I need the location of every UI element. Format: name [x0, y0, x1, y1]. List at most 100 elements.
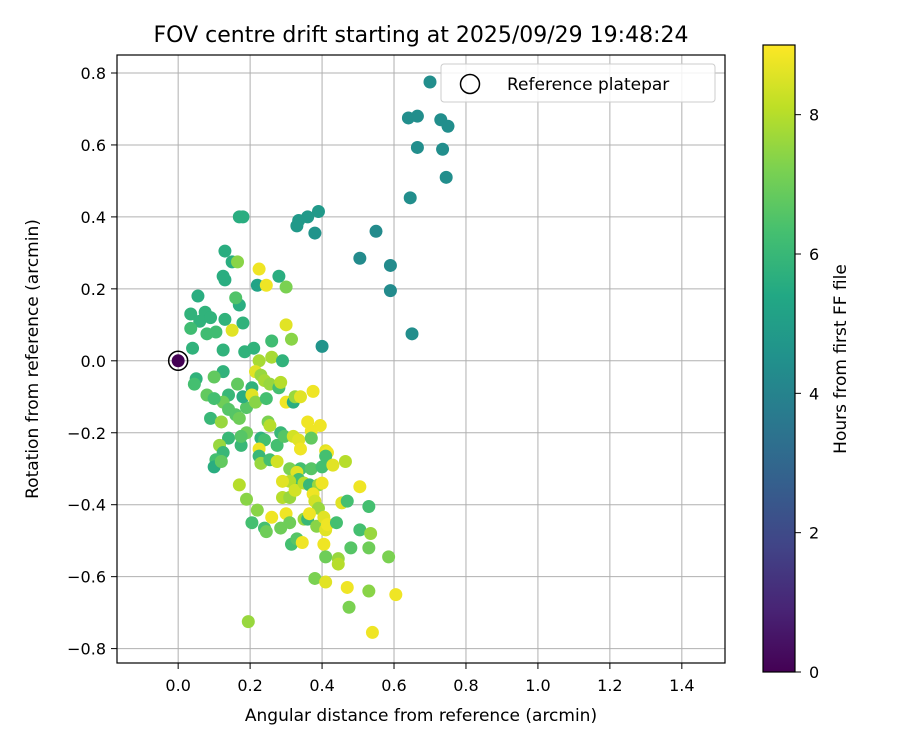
data-point — [275, 354, 289, 368]
y-tick-label: 0.6 — [81, 136, 106, 155]
x-tick-label: 0.8 — [453, 676, 478, 695]
data-point — [362, 500, 376, 514]
data-point — [259, 392, 273, 406]
data-point — [259, 525, 273, 539]
data-point — [315, 460, 329, 474]
data-point — [265, 334, 279, 348]
data-point — [410, 140, 424, 154]
data-point — [279, 318, 293, 332]
data-point — [319, 550, 333, 564]
colorbar-tick-label: 4 — [809, 384, 819, 403]
y-tick-label: 0.8 — [81, 64, 106, 83]
data-point — [284, 332, 298, 346]
colorbar-ticks: 0 2 4 6 8 — [795, 106, 819, 682]
y-tick-label: −0.2 — [67, 424, 106, 443]
data-point — [315, 339, 329, 353]
data-point — [319, 575, 333, 589]
x-axis-label: Angular distance from reference (arcmin) — [245, 706, 597, 726]
x-ticks: 0.0 0.2 0.4 0.6 0.8 1.0 1.2 1.4 — [165, 663, 695, 695]
colorbar-tick-label: 6 — [809, 245, 819, 264]
data-point — [338, 455, 352, 469]
data-point — [247, 341, 261, 355]
data-point — [187, 377, 201, 391]
colorbar-tick-label: 8 — [809, 106, 819, 125]
data-point — [214, 415, 228, 429]
data-point — [250, 278, 264, 292]
data-point — [245, 516, 259, 530]
data-point — [270, 455, 284, 469]
data-point — [340, 494, 354, 508]
data-point — [290, 219, 304, 233]
data-point — [222, 431, 236, 445]
data-point — [283, 516, 297, 530]
x-tick-label: 0.0 — [165, 676, 190, 695]
data-point — [207, 392, 221, 406]
data-point — [340, 580, 354, 594]
data-point — [308, 226, 322, 240]
data-point — [259, 278, 273, 292]
data-point — [207, 370, 221, 384]
data-point — [436, 142, 450, 156]
data-point — [214, 455, 228, 469]
data-point — [236, 210, 250, 224]
colorbar-label: Hours from first FF file — [831, 264, 851, 454]
colorbar-tick-label: 0 — [809, 663, 819, 682]
reference-point-fill — [171, 354, 185, 368]
data-point — [193, 314, 207, 328]
y-tick-label: −0.4 — [67, 496, 106, 515]
data-point — [241, 615, 255, 629]
y-tick-label: 0.0 — [81, 352, 106, 371]
data-point — [250, 503, 264, 517]
data-point — [295, 535, 309, 549]
x-tick-label: 1.0 — [525, 676, 550, 695]
data-point — [265, 510, 279, 524]
legend-label-reference: Reference platepar — [507, 75, 669, 95]
data-point — [232, 478, 246, 492]
y-tick-label: −0.8 — [67, 640, 106, 659]
data-points — [184, 75, 455, 639]
data-point — [293, 390, 307, 404]
data-point — [311, 204, 325, 218]
data-point — [277, 429, 291, 443]
data-point — [353, 251, 367, 265]
data-point — [216, 343, 230, 357]
data-point — [362, 541, 376, 555]
data-point — [270, 438, 284, 452]
data-point — [184, 321, 198, 335]
data-point — [218, 244, 232, 258]
data-point — [232, 411, 246, 425]
data-point — [405, 327, 419, 341]
data-point — [229, 291, 243, 305]
data-point — [218, 273, 232, 287]
x-tick-label: 1.4 — [669, 676, 694, 695]
data-point — [369, 224, 383, 238]
x-tick-label: 0.2 — [237, 676, 262, 695]
colorbar — [762, 44, 796, 673]
data-point — [304, 431, 318, 445]
data-point — [293, 442, 307, 456]
data-point — [410, 109, 424, 123]
data-point — [231, 255, 245, 269]
y-tick-label: 0.4 — [81, 208, 106, 227]
data-point — [236, 316, 250, 330]
data-point — [204, 411, 218, 425]
chart-title: FOV centre drift starting at 2025/09/29 … — [154, 23, 689, 48]
data-point — [249, 395, 263, 409]
data-point — [331, 557, 345, 571]
data-point — [364, 526, 378, 540]
x-tick-label: 0.6 — [381, 676, 406, 695]
data-point — [329, 516, 343, 530]
data-point — [313, 419, 327, 433]
data-point — [439, 170, 453, 184]
legend: Reference platepar — [440, 63, 716, 103]
data-point — [231, 377, 245, 391]
plot-frame — [116, 54, 726, 664]
data-point — [252, 354, 266, 368]
legend-box — [440, 63, 716, 103]
data-point — [279, 280, 293, 294]
data-point — [240, 492, 254, 506]
data-point — [317, 537, 331, 551]
colorbar-tick-label: 2 — [809, 524, 819, 543]
